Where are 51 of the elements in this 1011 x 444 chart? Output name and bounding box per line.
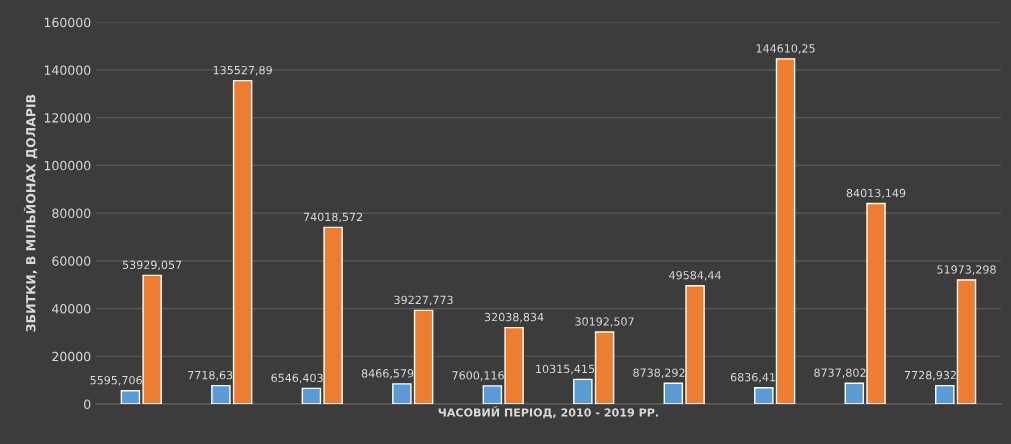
data-label: 10315,415 [536, 364, 595, 375]
bar [392, 383, 412, 405]
x-axis-title: ЧАСОВИЙ ПЕРІОД, 2010 - 2019 РР. [438, 406, 658, 419]
bar [663, 382, 684, 405]
y-tick-label: 160000 [44, 17, 91, 28]
bar [323, 226, 343, 405]
data-label: 53929,057 [122, 260, 182, 271]
y-tick-label: 60000 [52, 256, 91, 266]
data-label: 32038,834 [484, 312, 544, 323]
bar [844, 382, 865, 405]
data-label: 144610,25 [756, 44, 815, 54]
data-label: 6546,403 [271, 373, 323, 384]
data-label: 51973,298 [937, 265, 996, 275]
bar [482, 385, 503, 405]
y-tick-label: 100000 [44, 160, 91, 171]
bar [685, 285, 705, 405]
bar [232, 79, 253, 405]
bar [754, 387, 774, 405]
bar [775, 58, 796, 405]
bar [935, 384, 955, 405]
bar [301, 387, 322, 405]
y-axis-title: ЗБИТКИ, В МІЛЬЙОНАХ ДОЛАРІВ [23, 94, 38, 332]
bar [866, 202, 886, 405]
data-label: 49584,44 [669, 270, 721, 281]
y-tick-label: 80000 [52, 208, 91, 219]
data-label: 84013,149 [846, 188, 906, 199]
data-label: 7600,116 [452, 371, 504, 381]
data-label: 135527,89 [213, 65, 272, 76]
data-label: 5595,706 [90, 375, 142, 386]
bar [211, 384, 231, 405]
bar [573, 378, 593, 405]
y-tick-label: 120000 [44, 113, 91, 123]
bar [594, 331, 615, 405]
bar [956, 279, 977, 405]
bar [142, 274, 162, 405]
y-tick-label: 40000 [52, 304, 91, 314]
bar [120, 389, 141, 405]
data-label: 8738,292 [633, 368, 685, 378]
y-tick-label: 20000 [52, 351, 91, 362]
data-label: 6836,41 [730, 373, 776, 383]
data-label: 7728,932 [904, 370, 956, 381]
bar [504, 326, 524, 405]
y-tick-label: 140000 [44, 65, 91, 75]
data-label: 7718,63 [188, 370, 233, 381]
y-tick-label: 0 [84, 399, 91, 409]
data-label: 39227,773 [394, 295, 453, 306]
data-label: 8737,802 [814, 368, 866, 378]
data-label: 74018,572 [303, 212, 363, 223]
data-label: 30192,507 [575, 317, 634, 327]
data-label: 8466,579 [361, 369, 414, 379]
bar [413, 309, 434, 405]
